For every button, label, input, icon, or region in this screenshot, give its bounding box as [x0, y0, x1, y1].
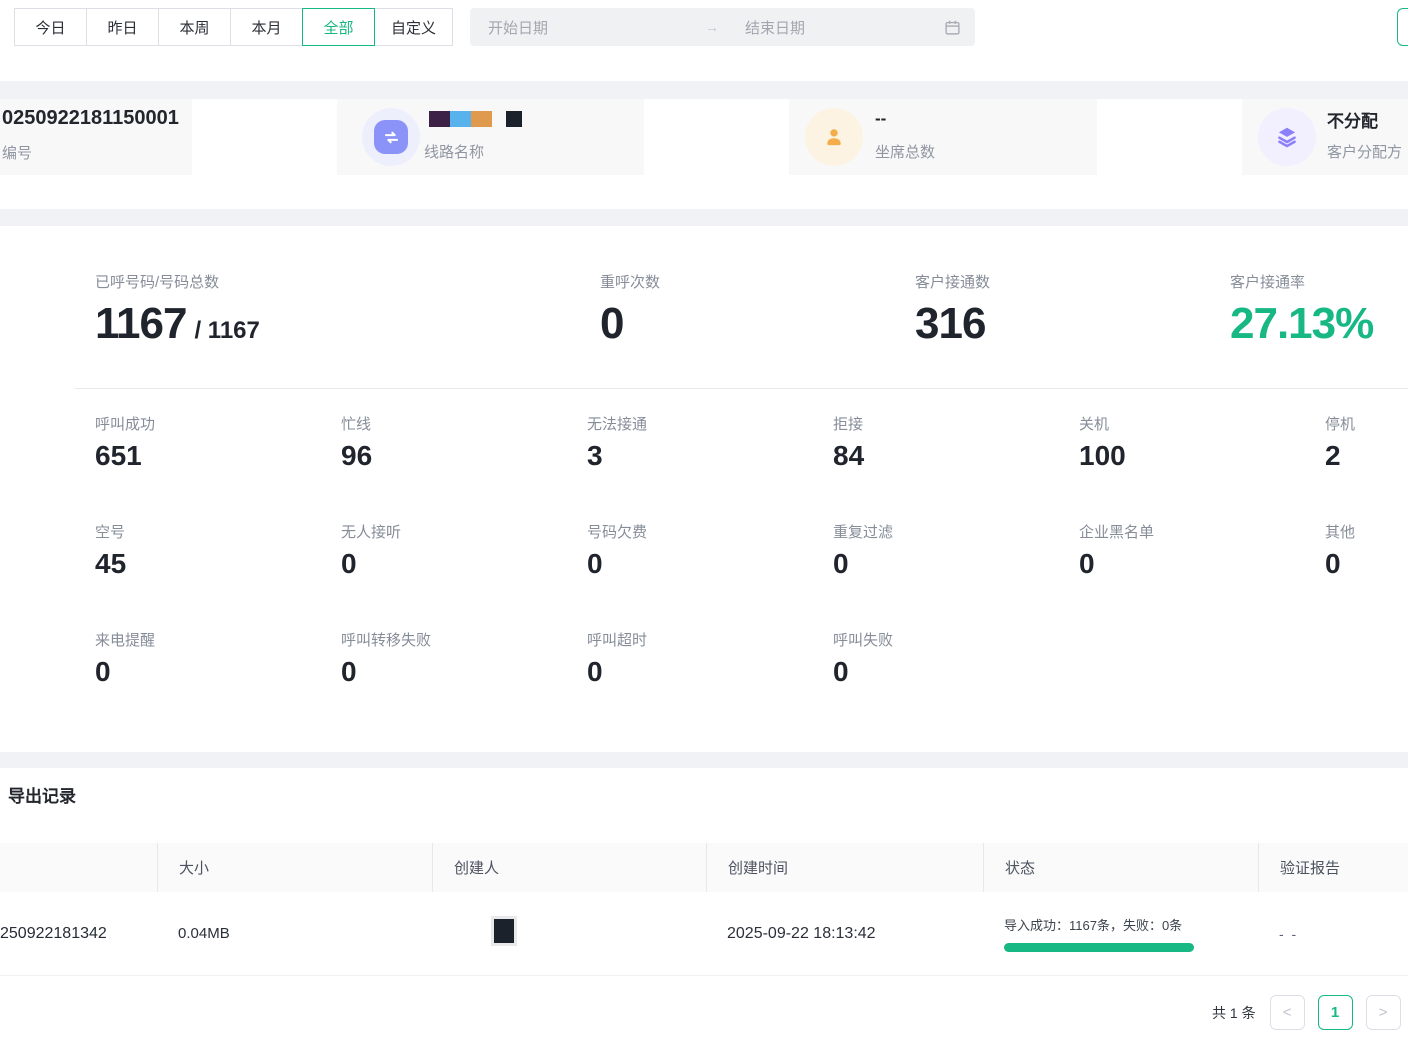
filter-this-month-button[interactable]: 本月 — [230, 8, 303, 46]
stat-no-answer: 无人接听 0 — [341, 524, 402, 579]
header-size: 大小 — [157, 843, 432, 892]
stat-unreachable: 无法接通 3 — [587, 416, 648, 471]
row-status: 导入成功：1167条，失败：0条 — [983, 915, 1258, 952]
stat-busy: 忙线 96 — [341, 416, 373, 471]
stat-enterprise-blacklist: 企业黑名单 0 — [1079, 524, 1155, 579]
export-button-partial[interactable] — [1397, 8, 1408, 46]
stat-call-timeout: 呼叫超时 0 — [587, 632, 648, 687]
filter-today-button[interactable]: 今日 — [14, 8, 87, 46]
agents-label: 坐席总数 — [875, 144, 936, 161]
line-name-card: 线路名称 — [337, 99, 644, 175]
line-name-label: 线路名称 — [424, 144, 485, 161]
agents-card: -- 坐席总数 — [789, 99, 1097, 175]
total-count-text: 共 1 条 — [1212, 1004, 1256, 1021]
agents-value: -- — [875, 109, 887, 128]
header-created-time: 创建时间 — [706, 843, 983, 892]
end-date-input[interactable]: 结束日期 — [745, 19, 806, 37]
stat-powered-off: 关机 100 — [1079, 416, 1126, 471]
header-report: 验证报告 — [1258, 843, 1408, 892]
header-status: 状态 — [983, 843, 1258, 892]
row-created-time: 2025-09-22 18:13:42 — [727, 924, 876, 942]
calendar-icon — [945, 20, 960, 35]
assign-method-value: 不分配 — [1327, 112, 1378, 131]
filter-this-week-button[interactable]: 本周 — [158, 8, 231, 46]
stat-incoming-reminder: 来电提醒 0 — [95, 632, 156, 687]
stat-dialed-total: 已呼号码/号码总数 1167/ 1167 — [95, 274, 260, 348]
stat-redial-count: 重呼次数 0 — [600, 274, 661, 348]
stat-total-value: / 1167 — [194, 317, 260, 344]
pagination: 共 1 条 < 1 > — [1212, 995, 1401, 1030]
date-range-picker[interactable]: 开始日期 → 结束日期 — [470, 8, 975, 46]
prev-page-button[interactable]: < — [1269, 995, 1305, 1030]
stat-call-success: 呼叫成功 651 — [95, 416, 156, 471]
layers-icon — [1258, 108, 1316, 166]
filter-yesterday-button[interactable]: 昨日 — [86, 8, 159, 46]
stat-connected-count: 客户接通数 316 — [915, 274, 991, 348]
row-file-name: 250922181342 — [0, 924, 107, 942]
stat-connect-rate: 客户接通率 27.13% — [1230, 274, 1374, 348]
stat-empty-number: 空号 45 — [95, 524, 127, 579]
task-number-card: 0250922181150001 编号 — [0, 99, 192, 175]
creator-redacted-block — [491, 916, 517, 946]
status-text: 导入成功：1167条，失败：0条 — [1004, 918, 1183, 933]
start-date-input[interactable]: 开始日期 — [488, 19, 549, 37]
stat-arrears: 号码欠费 0 — [587, 524, 648, 579]
export-table-header: 大小 创建人 创建时间 状态 验证报告 — [0, 843, 1408, 892]
stat-dialed-value: 1167 — [95, 299, 187, 348]
import-progress-bar — [1004, 943, 1194, 952]
header-name — [0, 843, 157, 892]
transfer-icon — [362, 108, 420, 166]
stat-transfer-failed: 呼叫转移失败 0 — [341, 632, 432, 687]
date-filter-group: 今日 昨日 本周 本月 全部 自定义 — [14, 8, 454, 46]
stat-call-failed: 呼叫失败 0 — [833, 632, 894, 687]
stat-suspended: 停机 2 — [1325, 416, 1356, 471]
assign-method-label: 客户分配方 — [1327, 144, 1403, 161]
divider-band — [0, 81, 1408, 99]
export-records-title: 导出记录 — [8, 787, 76, 806]
divider-band — [0, 752, 1408, 768]
table-row: 250922181342 0.04MB 2025-09-22 18:13:42 … — [0, 892, 1408, 976]
stat-other: 其他 0 — [1325, 524, 1356, 579]
divider-band — [0, 209, 1408, 226]
page-1-button[interactable]: 1 — [1317, 995, 1353, 1030]
task-number-label: 编号 — [2, 145, 33, 162]
filter-custom-button[interactable]: 自定义 — [374, 8, 454, 46]
row-creator — [432, 916, 706, 951]
filter-all-button[interactable]: 全部 — [302, 8, 375, 46]
row-report: - - — [1279, 925, 1299, 942]
user-icon — [805, 108, 863, 166]
next-page-button[interactable]: > — [1365, 995, 1401, 1030]
range-separator-icon: → — [705, 19, 719, 35]
assign-method-card: 不分配 客户分配方 — [1242, 99, 1408, 175]
row-file-size: 0.04MB — [178, 925, 230, 942]
panel-divider — [75, 388, 1408, 389]
header-creator: 创建人 — [432, 843, 706, 892]
stat-duplicate-filtered: 重复过滤 0 — [833, 524, 894, 579]
stat-rejected: 拒接 84 — [833, 416, 865, 471]
line-name-redacted-blocks — [429, 111, 522, 127]
task-number-value: 0250922181150001 — [2, 107, 179, 129]
